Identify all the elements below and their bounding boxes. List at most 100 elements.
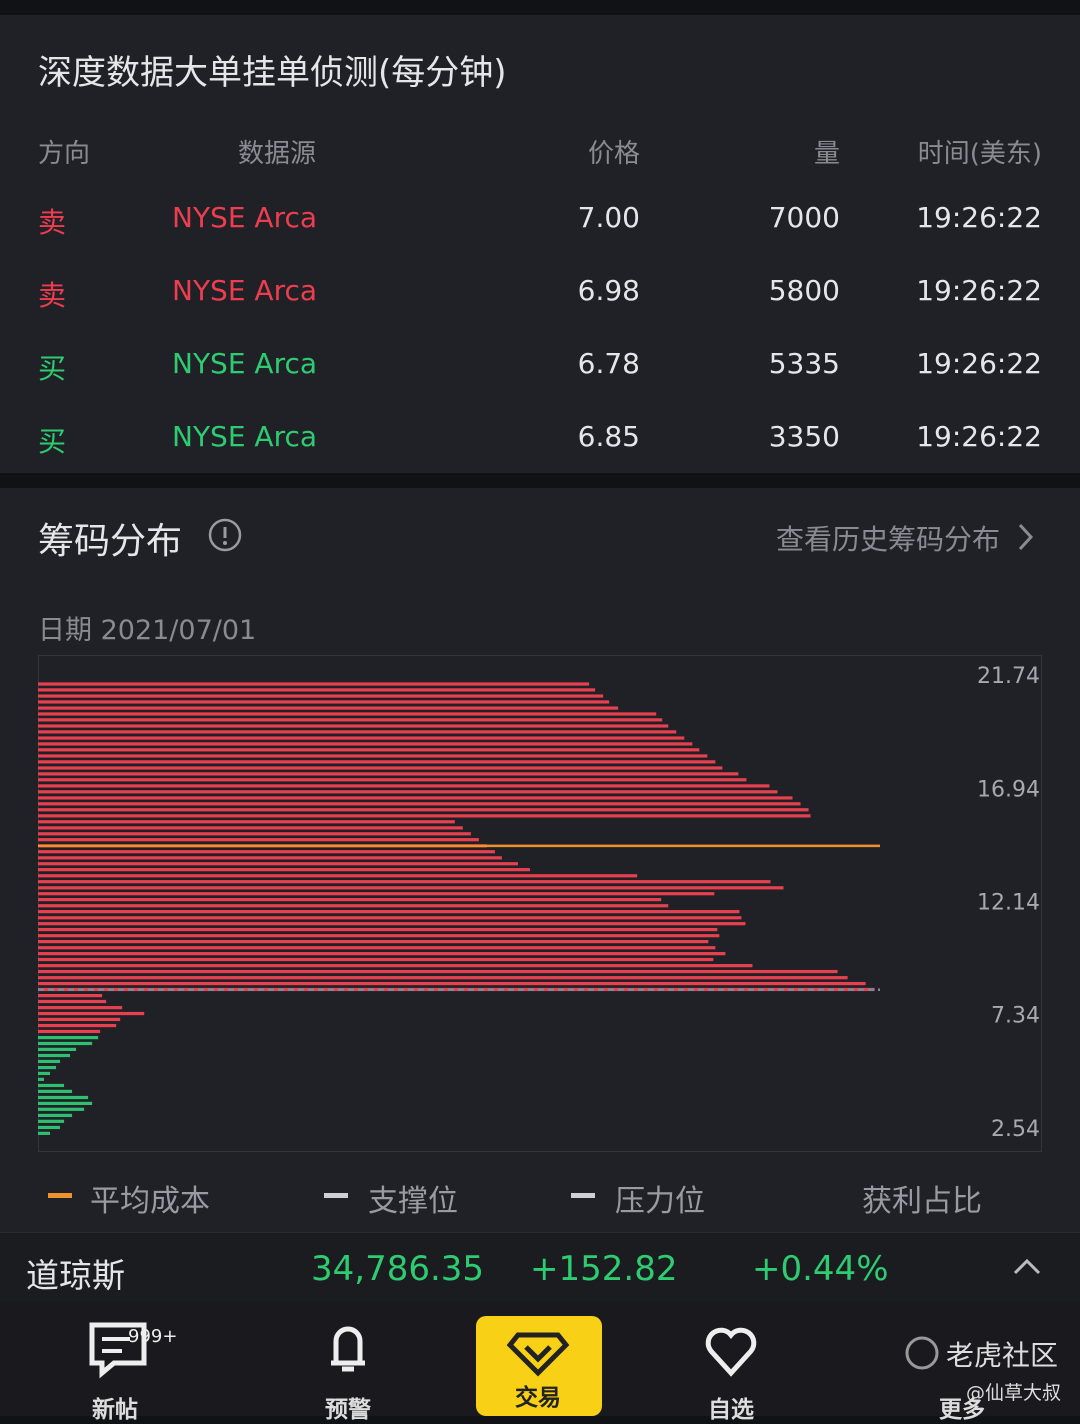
chip-bar [38, 718, 663, 722]
chip-bar [38, 1131, 51, 1135]
chip-bar [38, 999, 107, 1004]
chip-bar [38, 682, 590, 686]
chips-title: 筹码分布 [38, 521, 183, 562]
expand-icon[interactable] [1012, 1257, 1042, 1277]
column-header: 价格 [587, 139, 640, 169]
ticker-bar[interactable]: 道琼斯 34,786.35 +152.82 +0.44% [0, 1232, 1080, 1304]
info-icon[interactable] [208, 518, 242, 552]
chip-bar [38, 724, 669, 728]
chip-bar [38, 766, 723, 770]
chip-bar [38, 892, 715, 896]
trade-tab-bg[interactable] [476, 1316, 602, 1416]
chip-bar [38, 934, 720, 938]
orders-title: 深度数据大单挂单侦测(每分钟) [38, 53, 507, 93]
bell-icon [331, 1326, 365, 1372]
order-source: NYSE Arca [172, 347, 318, 380]
chip-bar [38, 802, 801, 806]
chip-bar [38, 742, 693, 746]
y-tick-label: 7.34 [991, 1004, 1040, 1029]
chip-bar [38, 1107, 85, 1111]
chip-bar [38, 754, 708, 758]
heart-icon [705, 1327, 757, 1377]
y-tick-label: 2.54 [991, 1117, 1040, 1142]
tab-bar [0, 1303, 1080, 1416]
chip-chart: 2.54 7.34 12.14 16.94 21.74 [38, 655, 1042, 1152]
order-volume: 5335 [768, 347, 840, 380]
tab-label[interactable]: 预警 [325, 1397, 371, 1423]
chip-bar [38, 1041, 93, 1046]
legend-label: 支撑位 [368, 1184, 458, 1219]
chevron[interactable] [1016, 522, 1036, 552]
chip-bar [38, 964, 753, 968]
chip-bar [38, 1059, 61, 1064]
order-source: NYSE Arca [172, 201, 318, 234]
chip-bar [38, 850, 495, 854]
tab-label[interactable]: 交易 [515, 1385, 561, 1411]
chip-bar [38, 826, 463, 830]
chip-bar [38, 694, 604, 698]
chip-bar [38, 760, 716, 764]
chip-bar [38, 952, 726, 956]
order-source: NYSE Arca [172, 274, 318, 307]
chip-bar [38, 1071, 51, 1076]
chart-frame [38, 655, 1042, 1152]
chip-bar [38, 1006, 123, 1010]
chip-bar [38, 1065, 57, 1070]
column-header: 量 [813, 139, 840, 169]
order-time: 19:26:22 [916, 347, 1042, 380]
chip-bar [38, 730, 677, 734]
chip-bar [38, 1053, 71, 1058]
order-side: 买 [38, 425, 67, 458]
order-price: 6.78 [577, 347, 640, 380]
chip-bar [38, 838, 479, 842]
order-price: 6.85 [577, 420, 640, 453]
chip-bar [38, 832, 471, 836]
y-tick-label: 12.14 [977, 890, 1040, 915]
chips-panel: 筹码分布 查看历史筹码分布 日期 2021/07/01 平均成本 支撑位 压力位 获利… [0, 488, 1080, 1232]
chip-bar [38, 1119, 65, 1123]
tab-label[interactable]: 自选 [708, 1397, 754, 1423]
legend-swatch [324, 1193, 348, 1198]
chip-bar [38, 1017, 121, 1022]
watermark-logo [905, 1336, 939, 1370]
tab-label[interactable]: 新帖 [92, 1397, 138, 1423]
column-header: 数据源 [238, 139, 317, 169]
ticker-change: +152.82 [530, 1249, 678, 1289]
chip-bar [38, 886, 784, 890]
chip-bar [38, 856, 502, 860]
order-volume: 5800 [768, 274, 840, 307]
order-side: 卖 [38, 279, 67, 312]
chip-bar [38, 820, 455, 824]
chip-bar [38, 981, 866, 986]
legend-label: 平均成本 [90, 1184, 210, 1219]
chip-bar [38, 700, 610, 704]
ticker-name: 道琼斯 [26, 1256, 125, 1295]
column-header: 方向 [38, 139, 91, 169]
legend-swatch [48, 1193, 72, 1198]
order-volume: 3350 [768, 420, 840, 453]
chip-bar [38, 868, 530, 872]
chip-bar [38, 748, 700, 752]
chip-bar [38, 796, 793, 800]
order-time: 19:26:22 [916, 420, 1042, 453]
ticker-percent: +0.44% [752, 1249, 889, 1289]
y-tick-label: 21.74 [977, 664, 1040, 689]
order-volume: 7000 [768, 201, 840, 234]
chip-bar [38, 976, 848, 980]
orders-panel: 深度数据大单挂单侦测(每分钟) 方向 数据源 价格 量 时间(美东) 卖 NYSE Arc… [0, 15, 1080, 473]
chip-bar [38, 784, 770, 788]
legend-label: 获利占比 [862, 1184, 982, 1219]
order-time: 19:26:22 [916, 274, 1042, 307]
history-link[interactable]: 查看历史筹码分布 [775, 523, 1000, 556]
chip-bar [38, 1077, 45, 1081]
chip-bar [38, 904, 669, 908]
ticker-price: 34,786.35 [311, 1249, 485, 1289]
chip-bar [38, 1047, 77, 1051]
order-side: 买 [38, 352, 67, 385]
post-icon [89, 1322, 147, 1379]
trade-icon [506, 1332, 570, 1377]
chip-bar [38, 922, 746, 926]
chip-bar [38, 688, 596, 692]
chip-bar [38, 880, 771, 884]
